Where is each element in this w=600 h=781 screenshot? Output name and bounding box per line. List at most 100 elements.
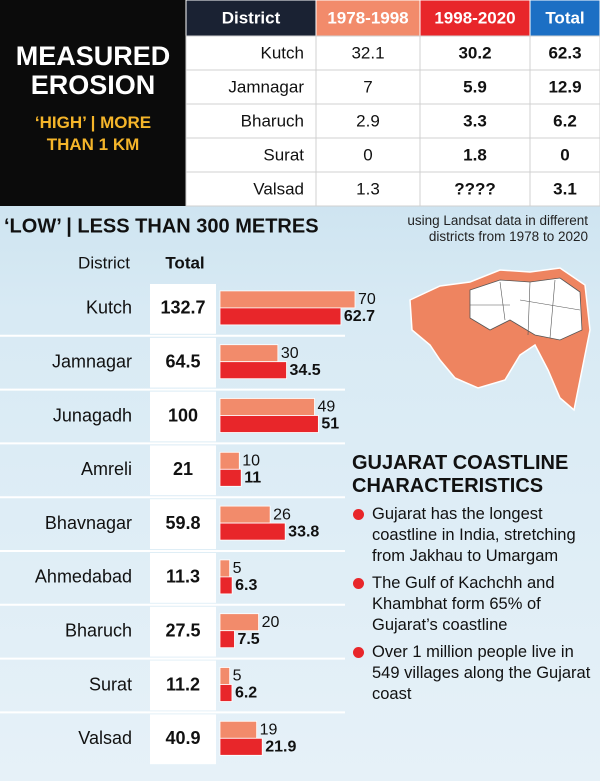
category-label: Bhavnagar [45, 513, 132, 533]
table-cell [419, 103, 531, 139]
table-text: 32.1 [351, 43, 384, 62]
char-title: CHARACTERISTICS [352, 475, 544, 497]
value-label: 19 [260, 722, 278, 739]
total-box [150, 391, 216, 442]
table-cell [315, 137, 421, 173]
table-cell [419, 69, 531, 105]
total-label: 40.9 [165, 728, 200, 748]
total-box [150, 606, 216, 657]
value-label: 49 [318, 399, 336, 416]
table-text: Valsad [253, 179, 304, 198]
table-text: 1.8 [463, 145, 487, 164]
bar [219, 737, 263, 756]
category-label: Bharuch [65, 620, 132, 640]
table-cell [529, 35, 600, 71]
bar [219, 505, 271, 524]
total-header: Total [165, 253, 204, 272]
bar [219, 415, 319, 433]
table-text: 12.9 [548, 77, 581, 96]
table-cell [185, 35, 317, 71]
table-text: 7 [363, 77, 372, 96]
table-text: 5.9 [463, 77, 487, 96]
category-label: Ahmedabad [35, 567, 132, 587]
table-cell [315, 171, 421, 207]
bar [219, 613, 259, 632]
title-line: MEASURED [15, 41, 171, 71]
bullet: Gujarat has the longest coastline in Ind… [352, 504, 596, 567]
category-label: Jamnagar [52, 351, 132, 371]
total-box [150, 337, 216, 388]
gujarat-map [409, 267, 591, 412]
bar [219, 451, 240, 470]
category-label: Surat [89, 674, 132, 694]
table-text: 6.2 [553, 111, 577, 130]
chart-title: ‘LOW’ | LESS THAN 300 METRES [4, 215, 319, 237]
table-cell [315, 103, 421, 139]
total-box [150, 499, 216, 549]
category-label: Junagadh [53, 405, 132, 425]
note: using Landsat data in different district… [338, 213, 588, 245]
bar [219, 290, 356, 309]
table-cell [529, 137, 600, 173]
table-text: 62.3 [548, 43, 581, 62]
table-text: 1.3 [356, 179, 380, 198]
value-label: 26 [273, 506, 291, 523]
total-box [150, 714, 216, 765]
subtitle-line: ‘HIGH’ | MORE [34, 113, 152, 132]
note-line: districts from 1978 to 2020 [428, 229, 588, 244]
table-text: 2.9 [356, 111, 380, 130]
total-label: 132.7 [160, 298, 205, 318]
header-title: MEASURED EROSION [0, 42, 186, 100]
table-text: 3.3 [463, 111, 487, 130]
table-header: 1978-1998 [327, 8, 408, 27]
title-line: EROSION [30, 70, 156, 100]
table-cell [185, 69, 317, 105]
char-title: GUJARAT COASTLINE [352, 452, 569, 474]
bar [219, 307, 342, 326]
table-text: Surat [263, 145, 304, 164]
category-label: Valsad [78, 728, 132, 748]
bullet: Over 1 million people live in 549 villag… [352, 642, 596, 705]
header-panel [0, 0, 186, 206]
table-text: Bharuch [241, 111, 304, 130]
category-label: Amreli [81, 459, 132, 479]
bar [219, 398, 315, 416]
map-borders [470, 279, 581, 339]
total-label: 11.3 [166, 567, 200, 587]
total-label: 11.2 [166, 674, 200, 694]
value-label: 7.5 [237, 631, 259, 648]
total-label: 59.8 [165, 513, 200, 533]
table-cell [419, 171, 531, 207]
table-header: District [222, 8, 281, 27]
value-label: 6.3 [235, 577, 257, 594]
total-box [150, 553, 216, 603]
table-header: Total [545, 8, 584, 27]
table-header: 1998-2020 [434, 8, 515, 27]
table-text: 30.2 [458, 43, 491, 62]
category-label: Kutch [86, 298, 132, 318]
total-label: 21 [173, 459, 193, 479]
table-cell [529, 171, 600, 207]
bar [219, 630, 235, 649]
total-label: 64.5 [165, 351, 200, 371]
total-box [150, 660, 216, 711]
bar [219, 684, 233, 702]
table-text: 0 [363, 145, 372, 164]
bar [219, 667, 231, 685]
value-label: 5 [233, 560, 242, 577]
bar [219, 522, 286, 541]
bar [219, 361, 287, 380]
table-text: 0 [560, 145, 569, 164]
characteristics: GUJARAT COASTLINE CHARACTERISTICS Gujara… [352, 452, 596, 705]
bar [219, 344, 279, 363]
table-text: Kutch [261, 43, 304, 62]
table-text: 3.1 [553, 179, 577, 198]
total-box [150, 284, 216, 334]
table-text: Jamnagar [228, 77, 304, 96]
value-label: 10 [242, 453, 260, 470]
subtitle-line: THAN 1 KM [46, 135, 140, 154]
value-label: 70 [358, 291, 376, 308]
bullet: The Gulf of Kachchh and Khambhat form 65… [352, 573, 596, 636]
bar [219, 576, 233, 595]
